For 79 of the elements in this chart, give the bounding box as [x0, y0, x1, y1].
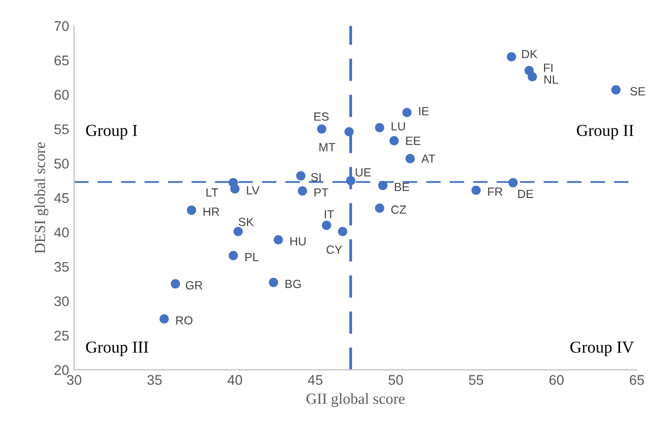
series-label: CY — [326, 245, 342, 254]
point — [317, 124, 326, 134]
annotation: Group II — [576, 124, 634, 140]
series-label: SE — [630, 87, 646, 96]
series-label: HR — [204, 208, 220, 216]
y-tick-label: 55 — [54, 124, 69, 134]
x-tick-label: 30 — [66, 375, 82, 385]
series-label: DE — [518, 190, 534, 198]
point — [344, 127, 354, 136]
point — [389, 136, 399, 146]
point — [230, 184, 240, 194]
y-tick-label: 30 — [54, 296, 69, 306]
point — [274, 235, 283, 244]
series-label: UE — [356, 168, 371, 177]
y-tick-label: 20 — [54, 365, 69, 375]
series-label: CZ — [391, 205, 406, 214]
point — [322, 220, 332, 230]
point — [160, 314, 169, 324]
series-label: PT — [314, 188, 328, 196]
x-tick-label: 40 — [228, 375, 242, 385]
point — [233, 226, 243, 236]
series-label: FR — [488, 188, 502, 196]
x-tick-label: 45 — [308, 375, 322, 385]
point — [268, 278, 278, 288]
point — [378, 180, 388, 190]
point — [296, 171, 306, 180]
series-label: IT — [324, 210, 334, 218]
y-tick-label: 70 — [54, 21, 69, 31]
x-axis-title: GII global score — [306, 393, 405, 408]
series-label: BE — [394, 182, 410, 191]
x-tick-label: 60 — [549, 375, 564, 385]
series-label: ES — [314, 112, 329, 121]
point — [406, 154, 415, 164]
series-label: FI — [544, 64, 552, 72]
y-axis-title: DESI global score — [34, 142, 48, 254]
annotation: Group III — [86, 342, 148, 356]
point — [402, 108, 412, 118]
x-tick-label: 65 — [630, 375, 644, 385]
series-label: IE — [419, 107, 429, 116]
y-tick-label: 65 — [54, 56, 69, 66]
series-label: HU — [290, 237, 306, 246]
series-label: SI — [311, 173, 321, 182]
y-tick-label: 60 — [54, 90, 69, 100]
point — [346, 176, 356, 186]
series-label: EE — [406, 136, 420, 145]
series-label: GR — [186, 281, 202, 290]
series-label: SK — [238, 218, 254, 226]
point — [508, 178, 518, 188]
point — [506, 52, 516, 62]
y-tick-label: 50 — [54, 158, 69, 169]
series-label: MT — [319, 143, 336, 152]
series-label: LV — [246, 186, 260, 194]
series-label: LT — [206, 188, 218, 197]
y-tick-label: 45 — [54, 193, 69, 203]
point — [374, 203, 384, 213]
point — [611, 85, 621, 94]
point — [338, 226, 348, 236]
point — [298, 186, 308, 196]
y-tick-label: 40 — [54, 228, 69, 238]
annotation: Group IV — [570, 342, 634, 356]
series-label: AT — [421, 154, 436, 163]
x-tick-label: 50 — [388, 375, 403, 385]
series-label: DK — [522, 50, 538, 58]
series-label: LU — [392, 122, 405, 131]
series-label: RO — [176, 316, 192, 325]
annotation: Group I — [86, 124, 138, 140]
point — [374, 122, 384, 132]
y-tick-label: 25 — [54, 330, 69, 341]
x-tick-label: 55 — [468, 375, 484, 385]
series-label: NL — [544, 76, 558, 84]
point — [228, 250, 238, 260]
point — [528, 72, 537, 82]
point — [170, 279, 180, 288]
series-label: BG — [286, 280, 301, 288]
x-tick-label: 35 — [147, 375, 162, 385]
point — [186, 206, 196, 215]
y-tick-label: 35 — [54, 262, 69, 272]
series-label: PL — [245, 253, 258, 262]
point — [471, 186, 481, 195]
